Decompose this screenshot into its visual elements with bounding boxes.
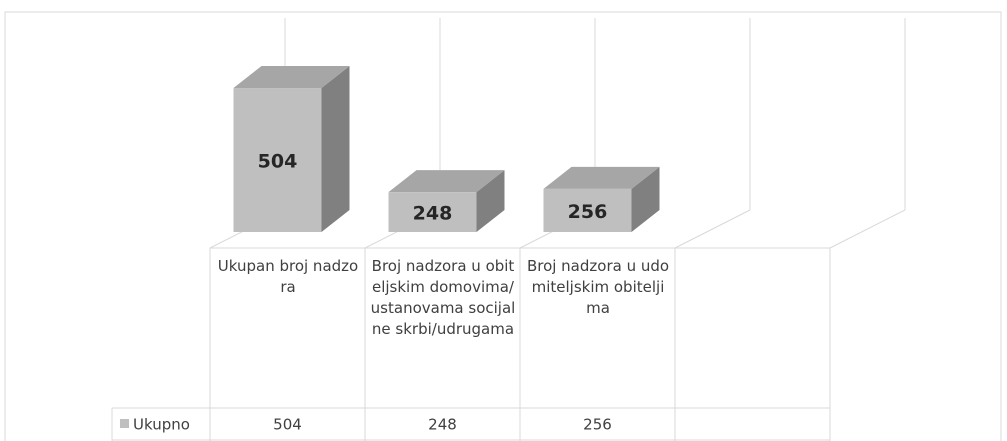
bar	[543, 188, 632, 232]
bar	[388, 192, 477, 232]
data-label: 256	[568, 201, 608, 223]
table-value: 504	[273, 416, 302, 434]
bar-top	[233, 66, 350, 89]
table-value: 248	[428, 416, 457, 434]
data-label: 504	[258, 151, 298, 173]
x-tick-label: Broj nadzora u udomiteljskim obiteljima	[526, 257, 670, 317]
x-tick-label: Broj nadzora u obiteljskim domovima/usta…	[370, 257, 516, 338]
floor-line	[829, 209, 906, 249]
bar-side	[476, 170, 505, 232]
bar-side	[631, 166, 660, 232]
bar-side	[321, 66, 350, 232]
bar-top	[388, 170, 505, 193]
x-tick-label: Ukupan broj nadzora	[217, 257, 359, 296]
bar	[233, 88, 322, 232]
bar-top	[543, 166, 660, 189]
table-value: 256	[583, 416, 612, 434]
floor-line	[674, 209, 751, 249]
legend-label: Ukupno	[133, 416, 190, 434]
legend-swatch	[120, 419, 129, 428]
chart-border	[4, 11, 1002, 441]
data-label: 248	[413, 203, 453, 225]
